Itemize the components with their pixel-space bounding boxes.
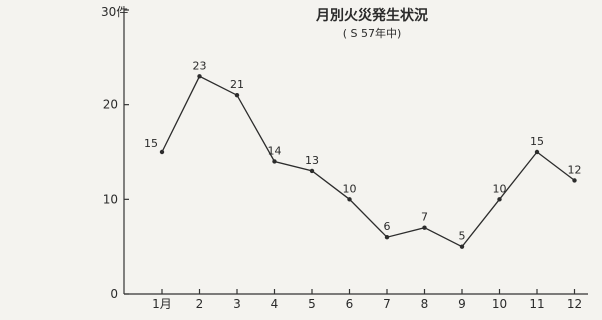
data-label: 15 xyxy=(530,135,544,148)
data-point xyxy=(422,225,427,230)
data-point xyxy=(234,93,240,98)
x-tick-label: 4 xyxy=(271,297,279,311)
chart-title-group: 月別火災発生状況 ( S 57年中) xyxy=(315,7,428,40)
chart-title: 月別火災発生状況 xyxy=(315,7,428,24)
data-point xyxy=(534,149,540,155)
x-tick-label: 2 xyxy=(196,297,204,311)
x-tick-label: 9 xyxy=(458,297,466,311)
data-label: 10 xyxy=(343,182,357,195)
data-label: 6 xyxy=(384,220,391,233)
data-point xyxy=(497,197,502,202)
data-label: 23 xyxy=(193,59,207,72)
y-tick-label: 10 xyxy=(103,192,118,206)
data-points xyxy=(159,74,577,249)
data-point xyxy=(572,178,577,183)
axes xyxy=(123,10,588,295)
x-tick-label: 7 xyxy=(383,297,391,311)
y-tick-label: 20 xyxy=(103,98,118,112)
data-label: 5 xyxy=(459,230,466,243)
chart-subtitle: ( S 57年中) xyxy=(343,26,402,40)
y-tick-label: 0 xyxy=(110,287,118,301)
data-label: 21 xyxy=(230,78,244,91)
data-point xyxy=(347,197,352,202)
x-tick-label: 8 xyxy=(421,297,429,311)
series-line xyxy=(161,75,575,248)
x-tick-label: 12 xyxy=(567,297,582,311)
y-ticks: 0 10 20 xyxy=(103,9,129,301)
data-label: 7 xyxy=(421,211,428,224)
x-tick-label: 1月 xyxy=(152,297,172,311)
series-line-group xyxy=(161,75,575,248)
x-tick-label: 6 xyxy=(346,297,354,311)
data-labels: 15 23 21 14 13 10 6 7 5 10 15 12 xyxy=(144,59,582,242)
x-tick-label: 5 xyxy=(308,297,316,311)
data-point xyxy=(272,159,277,164)
x-tick-label: 3 xyxy=(233,297,241,311)
x-ticks: 1月 2 3 4 5 6 7 8 9 10 11 12 xyxy=(152,289,582,311)
x-tick-label: 10 xyxy=(492,297,507,311)
data-point xyxy=(197,74,202,79)
data-point xyxy=(309,168,315,174)
y-axis-label: 30件 xyxy=(101,5,128,19)
x-tick-label: 11 xyxy=(529,297,544,311)
data-point xyxy=(159,149,165,155)
data-point xyxy=(459,244,465,249)
data-label: 13 xyxy=(305,154,319,167)
data-point xyxy=(384,235,390,240)
data-label: 12 xyxy=(568,163,582,176)
data-label: 14 xyxy=(268,144,282,157)
data-label: 10 xyxy=(493,182,507,195)
data-label: 15 xyxy=(144,137,158,150)
